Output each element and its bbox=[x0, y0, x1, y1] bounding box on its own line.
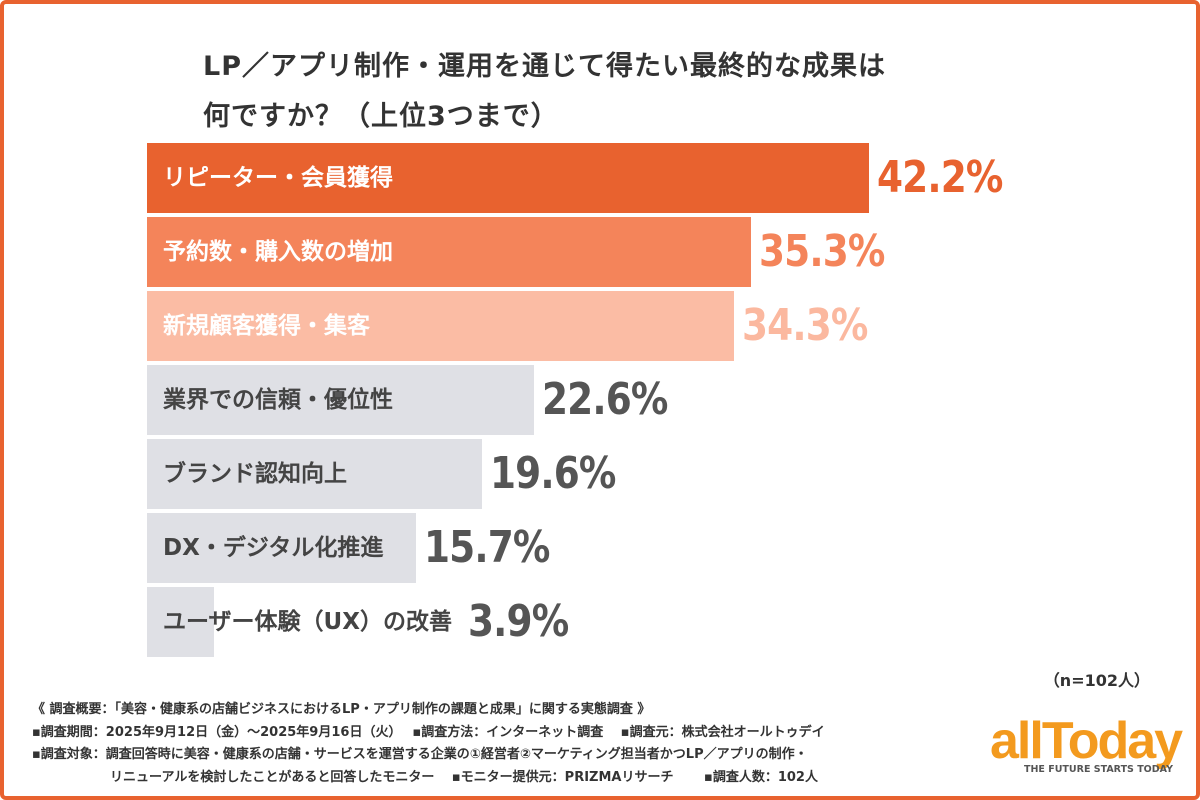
bar-label: DX・デジタル化推進 bbox=[163, 535, 384, 561]
data-label: 19.6% bbox=[490, 448, 616, 499]
bar: DX・デジタル化推進 bbox=[147, 513, 416, 583]
chart-title: LP／アプリ制作・運用を通じて得たい最終的な成果は 何ですか？（上位3つまで） bbox=[203, 51, 886, 132]
bar: 予約数・購入数の増加 bbox=[147, 217, 751, 287]
bar-label: 業界での信頼・優位性 bbox=[163, 387, 393, 413]
bar-label: リピーター・会員獲得 bbox=[163, 165, 393, 191]
bar-label: ユーザー体験（UX）の改善 bbox=[163, 609, 452, 635]
data-label: 15.7% bbox=[423, 522, 550, 573]
data-label: 42.2% bbox=[877, 152, 1003, 203]
alltoday-logo: allToday THE FUTURE STARTS TODAY bbox=[990, 712, 1190, 775]
bar: ブランド認知向上 bbox=[147, 439, 483, 509]
data-label: 22.6% bbox=[541, 374, 668, 425]
note-line: ▪調査期間：2025年9月12日（金）～2025年9月16日（火） ▪調査方法：… bbox=[32, 724, 825, 740]
data-label: 34.3% bbox=[741, 300, 868, 351]
note-line: ▪調査対象：調査回答時に美容・健康系の店舗・サービスを運営する企業の①経営者②マ… bbox=[32, 747, 808, 762]
data-label: 3.9% bbox=[468, 596, 569, 647]
sample-size: （n=102人） bbox=[1043, 671, 1150, 690]
bar: リピーター・会員獲得 bbox=[147, 143, 869, 213]
note-line: リニューアルを検討したことがあると回答したモニター ▪モニター提供元：PRIZM… bbox=[32, 769, 818, 785]
survey-notes: 《 調査概要：「美容・健康系の店舗ビジネスにおけるLP・アプリ制作の課題と成果」… bbox=[32, 699, 825, 789]
logo-wordmark: allToday bbox=[990, 712, 1183, 770]
bar-label: 新規顧客獲得・集客 bbox=[163, 313, 370, 339]
bar: 業界での信頼・優位性 bbox=[147, 365, 534, 435]
logo-tagline: THE FUTURE STARTS TODAY bbox=[1024, 764, 1173, 775]
bar: 新規顧客獲得・集客 bbox=[147, 291, 734, 361]
bar: ユーザー体験（UX）の改善 bbox=[147, 587, 452, 657]
bar-label: 予約数・購入数の増加 bbox=[163, 239, 393, 265]
bar-label: ブランド認知向上 bbox=[163, 461, 347, 487]
note-line: 《 調査概要：「美容・健康系の店舗ビジネスにおけるLP・アプリ制作の課題と成果」… bbox=[32, 702, 651, 717]
data-label: 35.3% bbox=[758, 226, 885, 277]
